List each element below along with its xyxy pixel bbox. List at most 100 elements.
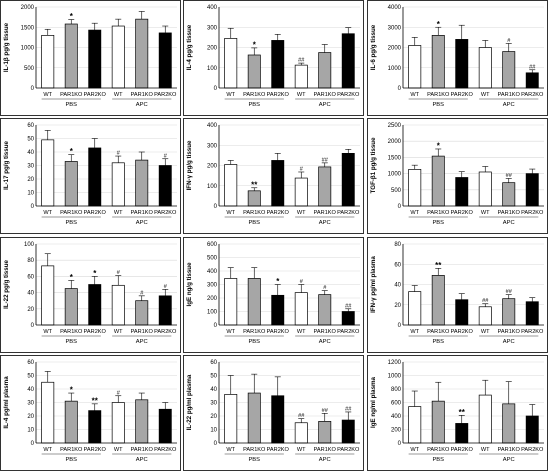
y-tick-label: 200	[391, 428, 402, 434]
bar	[64, 23, 78, 89]
category-label: PAR2KO	[154, 92, 177, 98]
y-tick-label: 80	[394, 242, 401, 248]
bar	[271, 40, 285, 89]
category-label: PAR2KO	[267, 210, 290, 216]
bar	[111, 284, 125, 326]
bar	[502, 403, 516, 444]
y-tick-label: 30	[27, 164, 34, 170]
group-label: APC	[136, 339, 148, 345]
significance-mark: #	[117, 390, 121, 396]
bar	[224, 394, 238, 444]
group-label: PBS	[248, 220, 260, 226]
y-tick-label: 500	[24, 66, 35, 72]
bar	[158, 408, 172, 444]
y-tick-label: 30	[210, 401, 217, 407]
group-label: PBS	[65, 102, 77, 108]
y-tick-label: 0	[214, 86, 218, 92]
chart-svg: 0 200 400 600 800 1000 1200 IgE ng/ml plasma WT P…	[367, 355, 548, 471]
panel-frame	[367, 237, 548, 353]
panel-frame	[0, 355, 181, 471]
bar	[408, 45, 422, 89]
category-label: PAR1KO	[243, 92, 266, 98]
chart-svg: 0 500 1000 1500 2000 2500 TGF-β1 pg/g tissue WT…	[367, 118, 548, 234]
bar	[455, 299, 469, 326]
bar	[294, 292, 308, 326]
bar	[478, 394, 492, 444]
bar	[64, 161, 78, 207]
y-axis-label: IL-1β pg/g tissue	[3, 22, 10, 72]
category-label: PAR2KO	[451, 210, 474, 216]
category-label: WT	[410, 329, 419, 335]
y-tick-label: 60	[27, 360, 34, 366]
panel-frame	[367, 355, 548, 471]
y-tick-label: 300	[207, 25, 218, 31]
category-label: WT	[297, 210, 306, 216]
bar	[135, 159, 149, 207]
y-tick-label: 100	[207, 310, 218, 316]
y-tick-label: 50	[27, 137, 34, 143]
group-label: APC	[319, 102, 331, 108]
bar	[455, 423, 469, 444]
bar	[294, 422, 308, 444]
y-tick-label: 200	[207, 296, 218, 302]
significance-mark: *	[70, 12, 74, 21]
category-label: PAR2KO	[337, 92, 360, 98]
y-tick-label: 20	[27, 307, 34, 313]
group-label: PBS	[248, 102, 260, 108]
category-label: WT	[114, 329, 123, 335]
y-tick-label: 40	[394, 283, 401, 289]
y-tick-label: 2500	[388, 123, 402, 129]
bar	[64, 400, 78, 444]
significance-mark: *	[437, 20, 441, 29]
bar	[224, 38, 238, 89]
y-tick-label: 0	[214, 441, 218, 447]
bar	[294, 177, 308, 207]
category-label: PAR2KO	[451, 447, 474, 453]
bar	[502, 298, 516, 326]
bar	[341, 419, 355, 444]
bar	[294, 64, 308, 89]
significance-mark: ##	[298, 413, 305, 419]
bar	[224, 164, 238, 207]
category-label: WT	[297, 92, 306, 98]
y-tick-label: 1000	[388, 374, 402, 380]
panel-frame	[183, 118, 364, 234]
bar	[525, 415, 539, 444]
bar	[271, 294, 285, 326]
category-label: WT	[43, 329, 52, 335]
category-label: PAR2KO	[84, 447, 107, 453]
category-label: PAR1KO	[427, 447, 450, 453]
bar	[431, 155, 445, 207]
category-label: WT	[481, 447, 490, 453]
category-label: PAR2KO	[154, 447, 177, 453]
bar	[341, 311, 355, 326]
significance-mark: #	[164, 153, 168, 159]
y-tick-label: 300	[207, 143, 218, 149]
bar	[502, 182, 516, 207]
y-tick-label: 1000	[388, 66, 402, 72]
group-label: PBS	[248, 457, 260, 463]
y-tick-label: 100	[24, 242, 35, 248]
y-tick-label: 60	[27, 123, 34, 129]
panel-il17-tissue: 0 10 20 30 40 50 60 IL-17 pg/g tissue WT * PAR1KO P…	[0, 118, 181, 234]
category-label: WT	[226, 447, 235, 453]
y-tick-label: 40	[27, 291, 34, 297]
category-label: WT	[226, 210, 235, 216]
y-tick-label: 0	[31, 323, 35, 329]
group-label: APC	[503, 457, 515, 463]
bar	[64, 288, 78, 326]
bar	[247, 54, 261, 89]
category-label: PAR2KO	[451, 92, 474, 98]
bar	[247, 190, 261, 207]
panel-frame	[183, 237, 364, 353]
category-label: PAR1KO	[498, 329, 521, 335]
bar	[318, 294, 332, 326]
significance-mark: **	[251, 180, 258, 189]
bar	[271, 395, 285, 444]
y-tick-label: 30	[27, 401, 34, 407]
category-label: WT	[297, 447, 306, 453]
category-label: WT	[410, 210, 419, 216]
significance-mark: #	[300, 279, 304, 285]
y-tick-label: 60	[394, 262, 401, 268]
bar	[247, 278, 261, 326]
